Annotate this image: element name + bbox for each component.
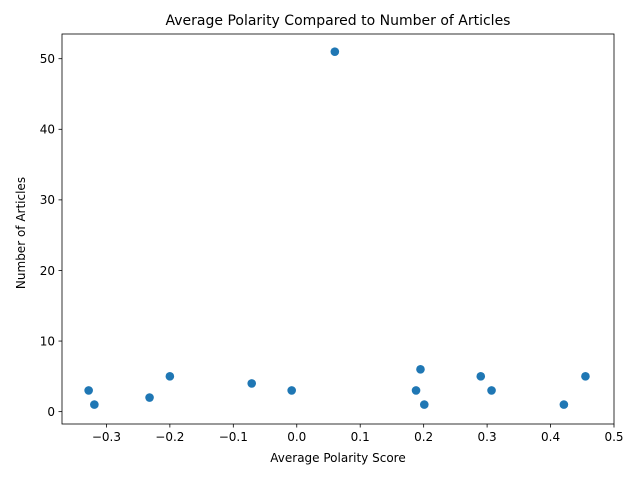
y-tick-label: 50 xyxy=(40,52,55,66)
data-point xyxy=(487,386,496,395)
data-point xyxy=(419,400,429,409)
x-axis-label: Average Polarity Score xyxy=(270,451,405,465)
data-point xyxy=(247,379,257,388)
data-point xyxy=(581,372,590,381)
x-tick-label: 0.5 xyxy=(604,430,623,444)
chart-title: Average Polarity Compared to Number of A… xyxy=(166,13,511,29)
data-point xyxy=(165,372,175,381)
data-point xyxy=(559,400,569,409)
data-point xyxy=(145,393,154,402)
y-tick-label: 20 xyxy=(40,264,55,278)
x-tick-label: −0.2 xyxy=(155,430,184,444)
data-point xyxy=(84,386,93,395)
data-point xyxy=(476,372,486,381)
x-tick-label: 0.3 xyxy=(478,430,497,444)
y-tick-label: 0 xyxy=(47,405,55,419)
x-tick-label: 0.4 xyxy=(541,430,560,444)
y-axis-label: Number of Articles xyxy=(14,177,28,289)
data-point xyxy=(416,364,425,374)
data-point xyxy=(90,400,99,409)
x-tick-label: −0.3 xyxy=(92,430,121,444)
x-tick-label: 0.0 xyxy=(287,430,306,444)
x-tick-label: 0.2 xyxy=(414,430,433,444)
y-tick-label: 10 xyxy=(40,334,55,348)
plot-area: −0.3 −0.2 −0.1 0.0 0.1 0.2 0.3 0.4 0.5 0 10 20 30 40 5… xyxy=(40,33,624,444)
x-tick-label: −0.1 xyxy=(219,430,248,444)
x-tick-label: 0.1 xyxy=(351,430,370,444)
data-point xyxy=(287,386,296,395)
y-tick-label: 40 xyxy=(40,123,55,137)
data-point xyxy=(411,386,421,395)
y-tick-label: 30 xyxy=(40,193,55,207)
data-point xyxy=(330,47,340,56)
axes-frame xyxy=(61,33,615,425)
